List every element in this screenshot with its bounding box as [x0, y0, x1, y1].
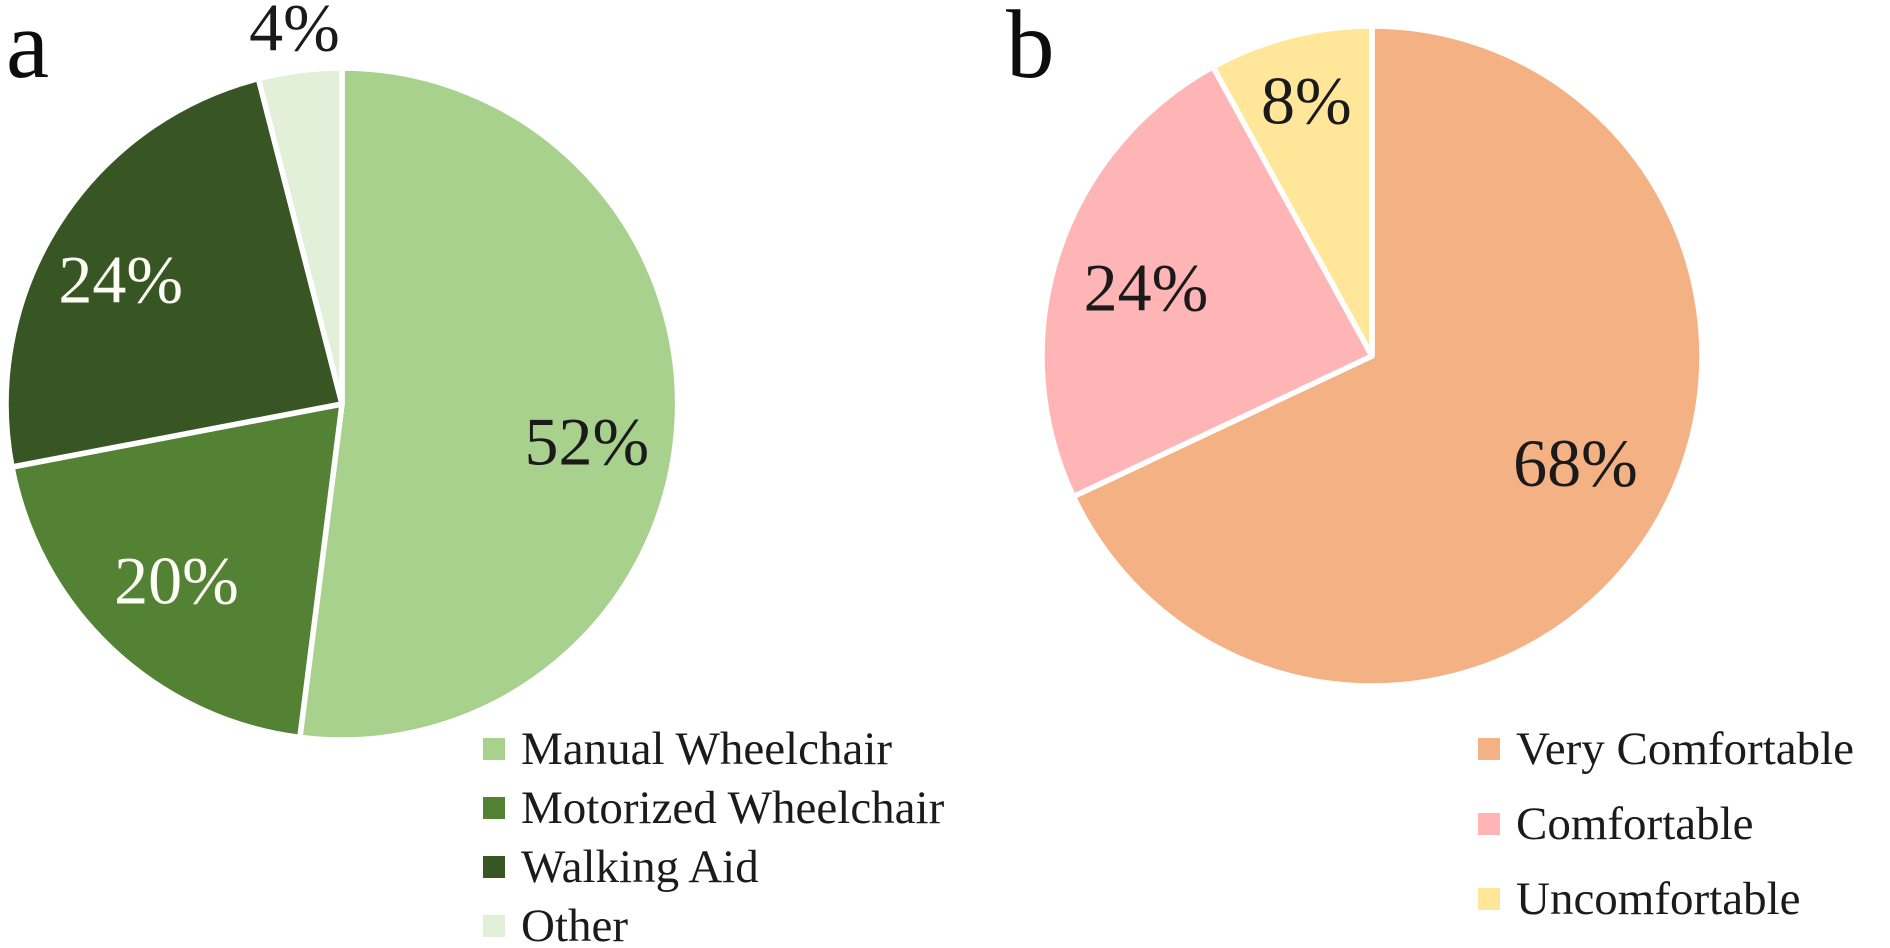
- legend-item-comfortable: Comfortable: [1478, 799, 1854, 849]
- pie-b-slice-very-comfortable: [1070, 23, 1705, 689]
- pie-b-slice-uncomfortable: [1210, 23, 1375, 359]
- legend-swatch-manual-wheelchair: [483, 738, 505, 760]
- pie-a-label-walking-aid: 24%: [58, 242, 183, 318]
- legend-mobility-aids: Manual Wheelchair Motorized Wheelchair Wal…: [483, 724, 944, 948]
- pie-b-label-comfortable: 24%: [1084, 250, 1209, 326]
- pie-a-slice-other: [255, 65, 345, 407]
- legend-item-other: Other: [483, 901, 944, 948]
- legend-item-label: Other: [521, 900, 629, 948]
- legend-item-label: Very Comfortable: [1516, 723, 1855, 775]
- legend-item-label: Walking Aid: [521, 841, 759, 893]
- legend-swatch-very-comfortable: [1478, 738, 1500, 760]
- legend-item-label: Manual Wheelchair: [521, 723, 893, 775]
- panel-label-a: a: [6, 0, 50, 98]
- legend-item-very-comfortable: Very Comfortable: [1478, 724, 1854, 774]
- pie-b-label-very-comfortable: 68%: [1513, 425, 1638, 501]
- pie-a-slice-manual-wheelchair: [297, 65, 681, 743]
- legend-item-uncomfortable: Uncomfortable: [1478, 874, 1854, 924]
- legend-swatch-uncomfortable: [1478, 888, 1500, 910]
- pie-b-label-uncomfortable: 8%: [1261, 62, 1352, 138]
- panel-label-b: b: [1006, 0, 1055, 98]
- pie-a-slice-walking-aid: [3, 75, 345, 470]
- legend-swatch-other: [483, 915, 505, 937]
- legend-item-label: Motorized Wheelchair: [521, 782, 945, 834]
- pie-a-label-manual-wheelchair: 52%: [524, 403, 649, 479]
- legend-item-walking-aid: Walking Aid: [483, 842, 944, 892]
- pie-a-label-other: 4%: [249, 0, 340, 65]
- legend-item-motorized-wheelchair: Motorized Wheelchair: [483, 783, 944, 833]
- legend-comfort: Very Comfortable Comfortable Uncomfortable: [1478, 724, 1854, 924]
- pie-b-slice-comfortable: [1039, 64, 1375, 500]
- pie-a-label-motorized-wheelchair: 20%: [114, 542, 239, 618]
- pie-a-slice-motorized-wheelchair: [9, 401, 345, 741]
- legend-swatch-walking-aid: [483, 856, 505, 878]
- legend-item-label: Uncomfortable: [1516, 873, 1801, 925]
- legend-swatch-comfortable: [1478, 813, 1500, 835]
- legend-item-manual-wheelchair: Manual Wheelchair: [483, 724, 944, 774]
- legend-item-label: Comfortable: [1516, 798, 1754, 850]
- legend-swatch-motorized-wheelchair: [483, 797, 505, 819]
